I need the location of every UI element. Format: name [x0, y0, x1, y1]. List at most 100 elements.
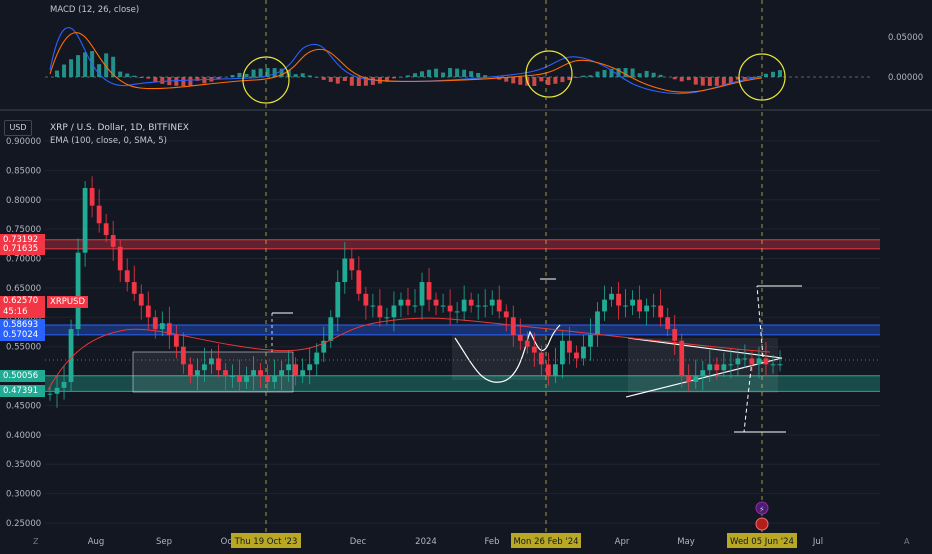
candle-body: [721, 364, 726, 370]
macd-bar: [181, 77, 185, 86]
macd-bar: [55, 71, 59, 77]
candle-body: [504, 311, 509, 317]
candle-body: [714, 364, 719, 370]
macd-bar: [125, 74, 129, 77]
candle-body: [546, 364, 551, 376]
macd-bar: [511, 77, 515, 83]
candle-body: [602, 300, 607, 312]
candle-body: [314, 353, 319, 365]
candle-body: [693, 376, 698, 382]
candle-body: [188, 364, 193, 376]
signal-line: [50, 33, 762, 93]
macd-bar: [553, 77, 557, 84]
macd-bar: [645, 71, 649, 77]
candle-body: [195, 370, 200, 376]
candle-body: [679, 341, 684, 376]
flag-us-icon[interactable]: [756, 518, 768, 530]
candle-body: [230, 376, 235, 377]
candle-body: [378, 306, 383, 318]
x-tick-label: Jul: [812, 537, 823, 547]
candle-body: [272, 376, 277, 382]
macd-bar: [160, 77, 164, 84]
candle-body: [356, 270, 361, 294]
macd-bar: [406, 75, 410, 77]
macd-tick-label: 0.05000: [888, 33, 923, 43]
candle-body: [525, 341, 530, 347]
macd-bar: [231, 75, 235, 77]
macd-bar: [448, 68, 452, 77]
candle-body: [279, 370, 284, 376]
candle-body: [707, 364, 712, 370]
macd-bar: [624, 68, 628, 77]
candle-body: [581, 347, 586, 359]
candle-body: [216, 358, 221, 370]
candle-body: [223, 370, 228, 376]
macd-bar: [462, 70, 466, 77]
candle-body: [181, 347, 186, 365]
macd-bar: [539, 77, 543, 81]
candle-body: [728, 364, 733, 365]
candle-body: [518, 335, 523, 341]
macd-bar: [399, 77, 403, 78]
auto-scale-icon[interactable]: A: [904, 537, 910, 546]
macd-bar: [701, 77, 705, 86]
candle-body: [392, 306, 397, 318]
x-tick-label: May: [677, 537, 695, 547]
candle-body: [328, 317, 333, 341]
macd-bar: [560, 77, 564, 82]
macd-bar: [132, 76, 136, 77]
candle-body: [335, 282, 340, 317]
macd-bar: [518, 77, 522, 85]
candle-body: [293, 364, 298, 376]
candle-body: [132, 282, 137, 294]
date-highlight-label: Thu 19 Oct '23: [234, 537, 298, 547]
currency-button[interactable]: USD: [4, 120, 32, 136]
macd-bar: [83, 52, 87, 77]
macd-bar: [301, 73, 305, 77]
candle-body: [83, 188, 88, 253]
macd-title: MACD (12, 26, close): [50, 5, 139, 15]
macd-bar: [252, 70, 256, 77]
candle-body: [764, 358, 769, 364]
macd-bar: [434, 69, 438, 77]
macd-bar: [455, 69, 459, 77]
macd-pane: 0.05000 0.00000: [45, 28, 923, 103]
macd-bar: [722, 77, 726, 85]
candle-body: [469, 300, 474, 306]
candle-body: [363, 294, 368, 306]
date-highlight-label: Mon 26 Feb '24: [513, 537, 578, 547]
macd-bar: [476, 73, 480, 77]
macd-bar: [532, 77, 536, 86]
candle-body: [560, 341, 565, 365]
macd-bar: [188, 77, 192, 86]
candle-body: [406, 300, 411, 306]
x-tick-label: Sep: [156, 537, 172, 547]
price-tag: 0.71635: [0, 243, 45, 255]
candle-body: [146, 306, 151, 318]
y-tick-label: 0.80000: [6, 196, 41, 206]
candle-body: [686, 376, 691, 382]
ema-indicator-label[interactable]: EMA (100, close, 0, SMA, 5): [50, 136, 167, 146]
candle-body: [265, 376, 270, 382]
candle-body: [174, 335, 179, 347]
y-tick-label: 0.90000: [6, 137, 41, 147]
price-tag: 0.50056: [0, 370, 45, 382]
x-tick-label: 2024: [415, 537, 437, 547]
macd-bar: [581, 76, 585, 77]
candle-body: [413, 306, 418, 307]
macd-bar: [673, 77, 677, 79]
symbol-title[interactable]: XRP / U.S. Dollar, 1D, BITFINEX: [50, 123, 189, 133]
x-tick-label: Aug: [88, 537, 105, 547]
candle-body: [420, 282, 425, 306]
x-tick-label: Dec: [350, 537, 367, 547]
macd-bar: [139, 77, 143, 78]
candle-body: [244, 376, 249, 382]
macd-bar: [76, 55, 80, 77]
candle-body: [750, 358, 755, 364]
y-tick-label: 0.40000: [6, 431, 41, 441]
candle-body: [139, 294, 144, 306]
macd-bar: [371, 77, 375, 85]
candle-body: [153, 317, 158, 329]
settings-z-icon[interactable]: Z: [33, 537, 39, 546]
